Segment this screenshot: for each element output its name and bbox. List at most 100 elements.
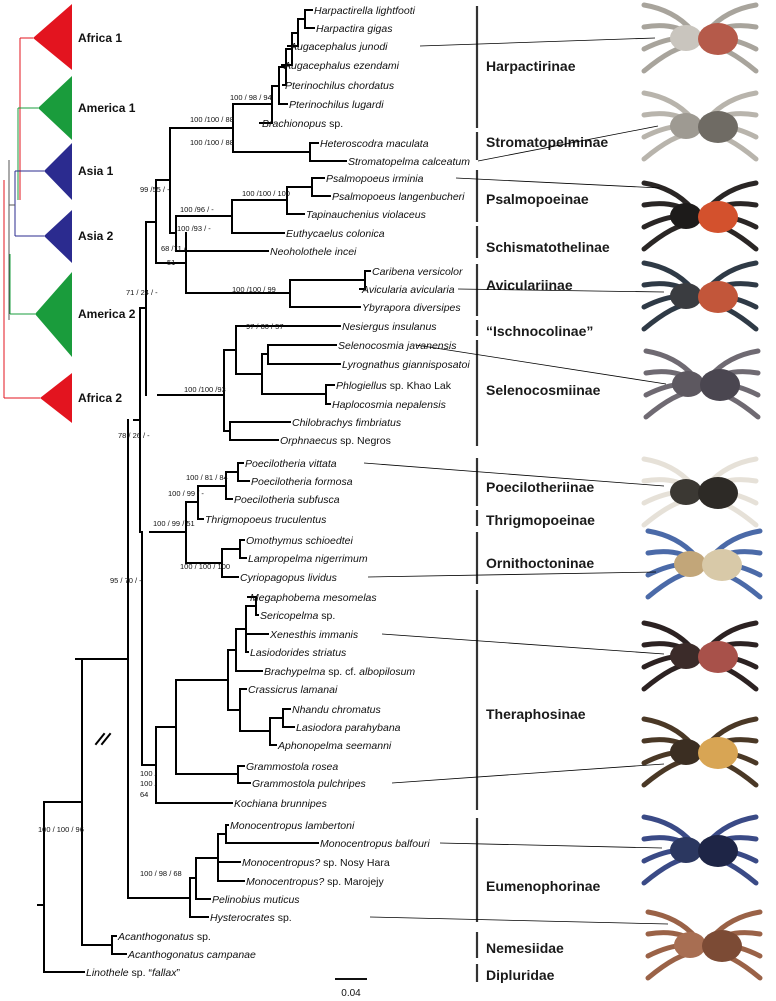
taxon-heteroscodra-maculata: Heteroscodra maculata (320, 138, 429, 150)
photo-column (641, 2, 763, 981)
support-psalmopoeinae: 100 /100 / 100 (242, 189, 290, 198)
support-group-71: 71 / 24 / - (126, 288, 158, 297)
taxon-pelinobius-muticus: Pelinobius muticus (212, 894, 300, 906)
mini-tree-clade-triangle (33, 4, 72, 70)
taxon-augacephalus-ezendami: Augacephalus ezendami (283, 60, 400, 72)
taxon-monocentropus-marojejy: Monocentropus? sp. Marojejy (246, 876, 384, 888)
family-poecilotheriinae: Poecilotheriinae (486, 479, 594, 495)
spider-photo-harpactirinae-spider (641, 2, 759, 74)
photo-leader-lines (363, 37, 669, 925)
tree-branches (37, 9, 371, 973)
spider-abdomen (700, 369, 740, 401)
taxon-phlogiellus-khao-lak: Phlogiellus sp. Khao Lak (336, 380, 452, 392)
taxon-poecilotheria-vittata: Poecilotheria vittata (245, 458, 337, 470)
spider-abdomen (698, 737, 738, 769)
taxon-poecilotheria-subfusca: Poecilotheria subfusca (234, 494, 340, 506)
taxon-psalmopoeus-langenbucheri: Psalmopoeus langenbucheri (332, 191, 465, 203)
support-group-78: 78 / 26 / - (118, 431, 150, 440)
family-selenocosmiinae: Selenocosmiinae (486, 382, 601, 398)
support-harpactirinae: 100 / 98 / 94 (230, 93, 272, 102)
spider-photo-ornithoctoninae-spider (645, 528, 763, 600)
support-ornitho-group: 100 / 99 / 51 (153, 519, 195, 528)
support-africa1-group: 99 /55 / - (140, 185, 170, 194)
family-thrigmopoeinae: Thrigmopoeinae (486, 512, 595, 528)
taxon-neoholothele-incei: Neoholothele incei (270, 246, 357, 258)
mini-tree-clade-label: Africa 1 (78, 31, 122, 45)
spider-cephalothorax (672, 371, 704, 397)
spider-cephalothorax (670, 113, 702, 139)
taxon-tapinauchenius-violaceus: Tapinauchenius violaceus (306, 209, 427, 221)
spider-cephalothorax (670, 283, 702, 309)
support-poecilo-thrigmo: 100 / 99 / - (168, 489, 204, 498)
support-theraphosinae-b: 100 / (140, 779, 158, 788)
family-dipluridae: Dipluridae (486, 967, 555, 983)
taxon-haplocosmia-nepalensis: Haplocosmia nepalensis (332, 399, 447, 411)
support-ornithoctoninae: 100 / 100 / 100 (180, 562, 230, 571)
taxon-sericopelma-sp: Sericopelma sp. (260, 610, 335, 622)
taxon-brachionopus-sp: Brachionopus sp. (262, 118, 343, 130)
taxon-nhandu-chromatus: Nhandu chromatus (292, 704, 381, 716)
mini-tree-clade-label: Asia 2 (78, 229, 114, 243)
spider-abdomen (698, 23, 738, 55)
spider-cephalothorax (670, 203, 702, 229)
support-psalmo-schism: 100 /96 / - (180, 205, 214, 214)
support-theraphosinae-c: 64 (140, 790, 148, 799)
mini-tree-clade-triangle (40, 373, 72, 423)
taxon-pterinochilus-lugardi: Pterinochilus lugardi (289, 99, 384, 111)
support-stromatopelminae: 100 /100 / 88 (190, 138, 234, 147)
photo-leader-line (457, 288, 665, 293)
taxon-megaphobema-mesomelas: Megaphobema mesomelas (250, 592, 377, 604)
support-avicularia: 100 /100 / 99 (232, 285, 276, 294)
spider-photo-monocentropus-spider (641, 814, 759, 886)
spider-cephalothorax (674, 551, 706, 577)
spider-cephalothorax (670, 739, 702, 765)
spider-abdomen (698, 835, 738, 867)
taxon-grammostola-rosea: Grammostola rosea (246, 761, 338, 773)
spider-photo-stromatopelminae-spider (641, 90, 759, 162)
taxon-lasiodora-parahybana: Lasiodora parahybana (296, 722, 401, 734)
spider-abdomen (698, 477, 738, 509)
branch-break-mark (100, 732, 112, 746)
family-aviculariinae: Aviculariinae (486, 277, 573, 293)
photo-leader-line (477, 125, 659, 162)
taxon-brachypelma-albopilosum: Brachypelma sp. cf. albopilosum (264, 666, 415, 678)
spider-photo-xenesthis-spider (641, 620, 759, 692)
mini-tree-clade-triangle (44, 143, 72, 200)
support-selenocosmiinae: 100 /100 /93 (184, 385, 226, 394)
family-psalmopoeinae: Psalmopoeinae (486, 191, 589, 207)
taxon-psalmopoeus-irminia: Psalmopoeus irminia (326, 173, 424, 185)
taxon-ybyrapora-diversipes: Ybyrapora diversipes (362, 302, 461, 314)
family-ornithoctoninae: Ornithoctoninae (486, 555, 594, 571)
taxon-orphnaecus-negros: Orphnaecus sp. Negros (280, 435, 391, 447)
mini-tree-clade-triangle (38, 76, 72, 140)
spider-cephalothorax (670, 643, 702, 669)
branch-break-mark (94, 732, 106, 746)
taxon-monocentropus-balfouri: Monocentropus balfouri (320, 838, 430, 850)
spider-abdomen (702, 930, 742, 962)
support-root: 100 / 100 / 96 (38, 825, 84, 834)
family-harpactirinae: Harpactirinae (486, 58, 576, 74)
support-eumenophorinae: 100 / 98 / 68 (140, 869, 182, 878)
spider-photo-grammostola-spider (641, 716, 759, 788)
mini-tree-clade-label: Asia 1 (78, 164, 114, 178)
taxon-lasiodorides-striatus: Lasiodorides striatus (250, 647, 347, 659)
support-harp-strom: 100 /100 / 88 (190, 115, 234, 124)
family-schismatothelinae: Schismatothelinae (486, 239, 610, 255)
support-ischnocolinae: 97 / 80 / 57 (246, 322, 284, 331)
taxon-euthycaelus-colonica: Euthycaelus colonica (286, 228, 385, 240)
taxon-pterinochilus-chordatus: Pterinochilus chordatus (285, 80, 395, 92)
spider-cephalothorax (670, 837, 702, 863)
taxon-chilobrachys-fimbriatus: Chilobrachys fimbriatus (292, 417, 402, 429)
spider-photo-psalmopoeinae-spider (641, 180, 759, 252)
support-avicularia-group-2: 51 (167, 258, 175, 267)
photo-leader-line (381, 633, 665, 655)
spider-photo-avicularia-spider (641, 260, 759, 332)
taxon-avicularia-avicularia: Avicularia avicularia (361, 284, 455, 296)
taxon-caribena-versicolor: Caribena versicolor (372, 266, 463, 278)
spider-abdomen (698, 201, 738, 233)
taxon-hysterocrates-sp: Hysterocrates sp. (210, 912, 292, 924)
taxon-acanthogonatus-sp: Acanthogonatus sp. (117, 931, 211, 943)
taxon-grammostola-pulchripes: Grammostola pulchripes (252, 778, 367, 790)
support-avicularia-group: 68 /71 / (161, 244, 187, 253)
family-labels: Harpactirinae Stromatopelminae Psalmopoein… (475, 6, 610, 983)
